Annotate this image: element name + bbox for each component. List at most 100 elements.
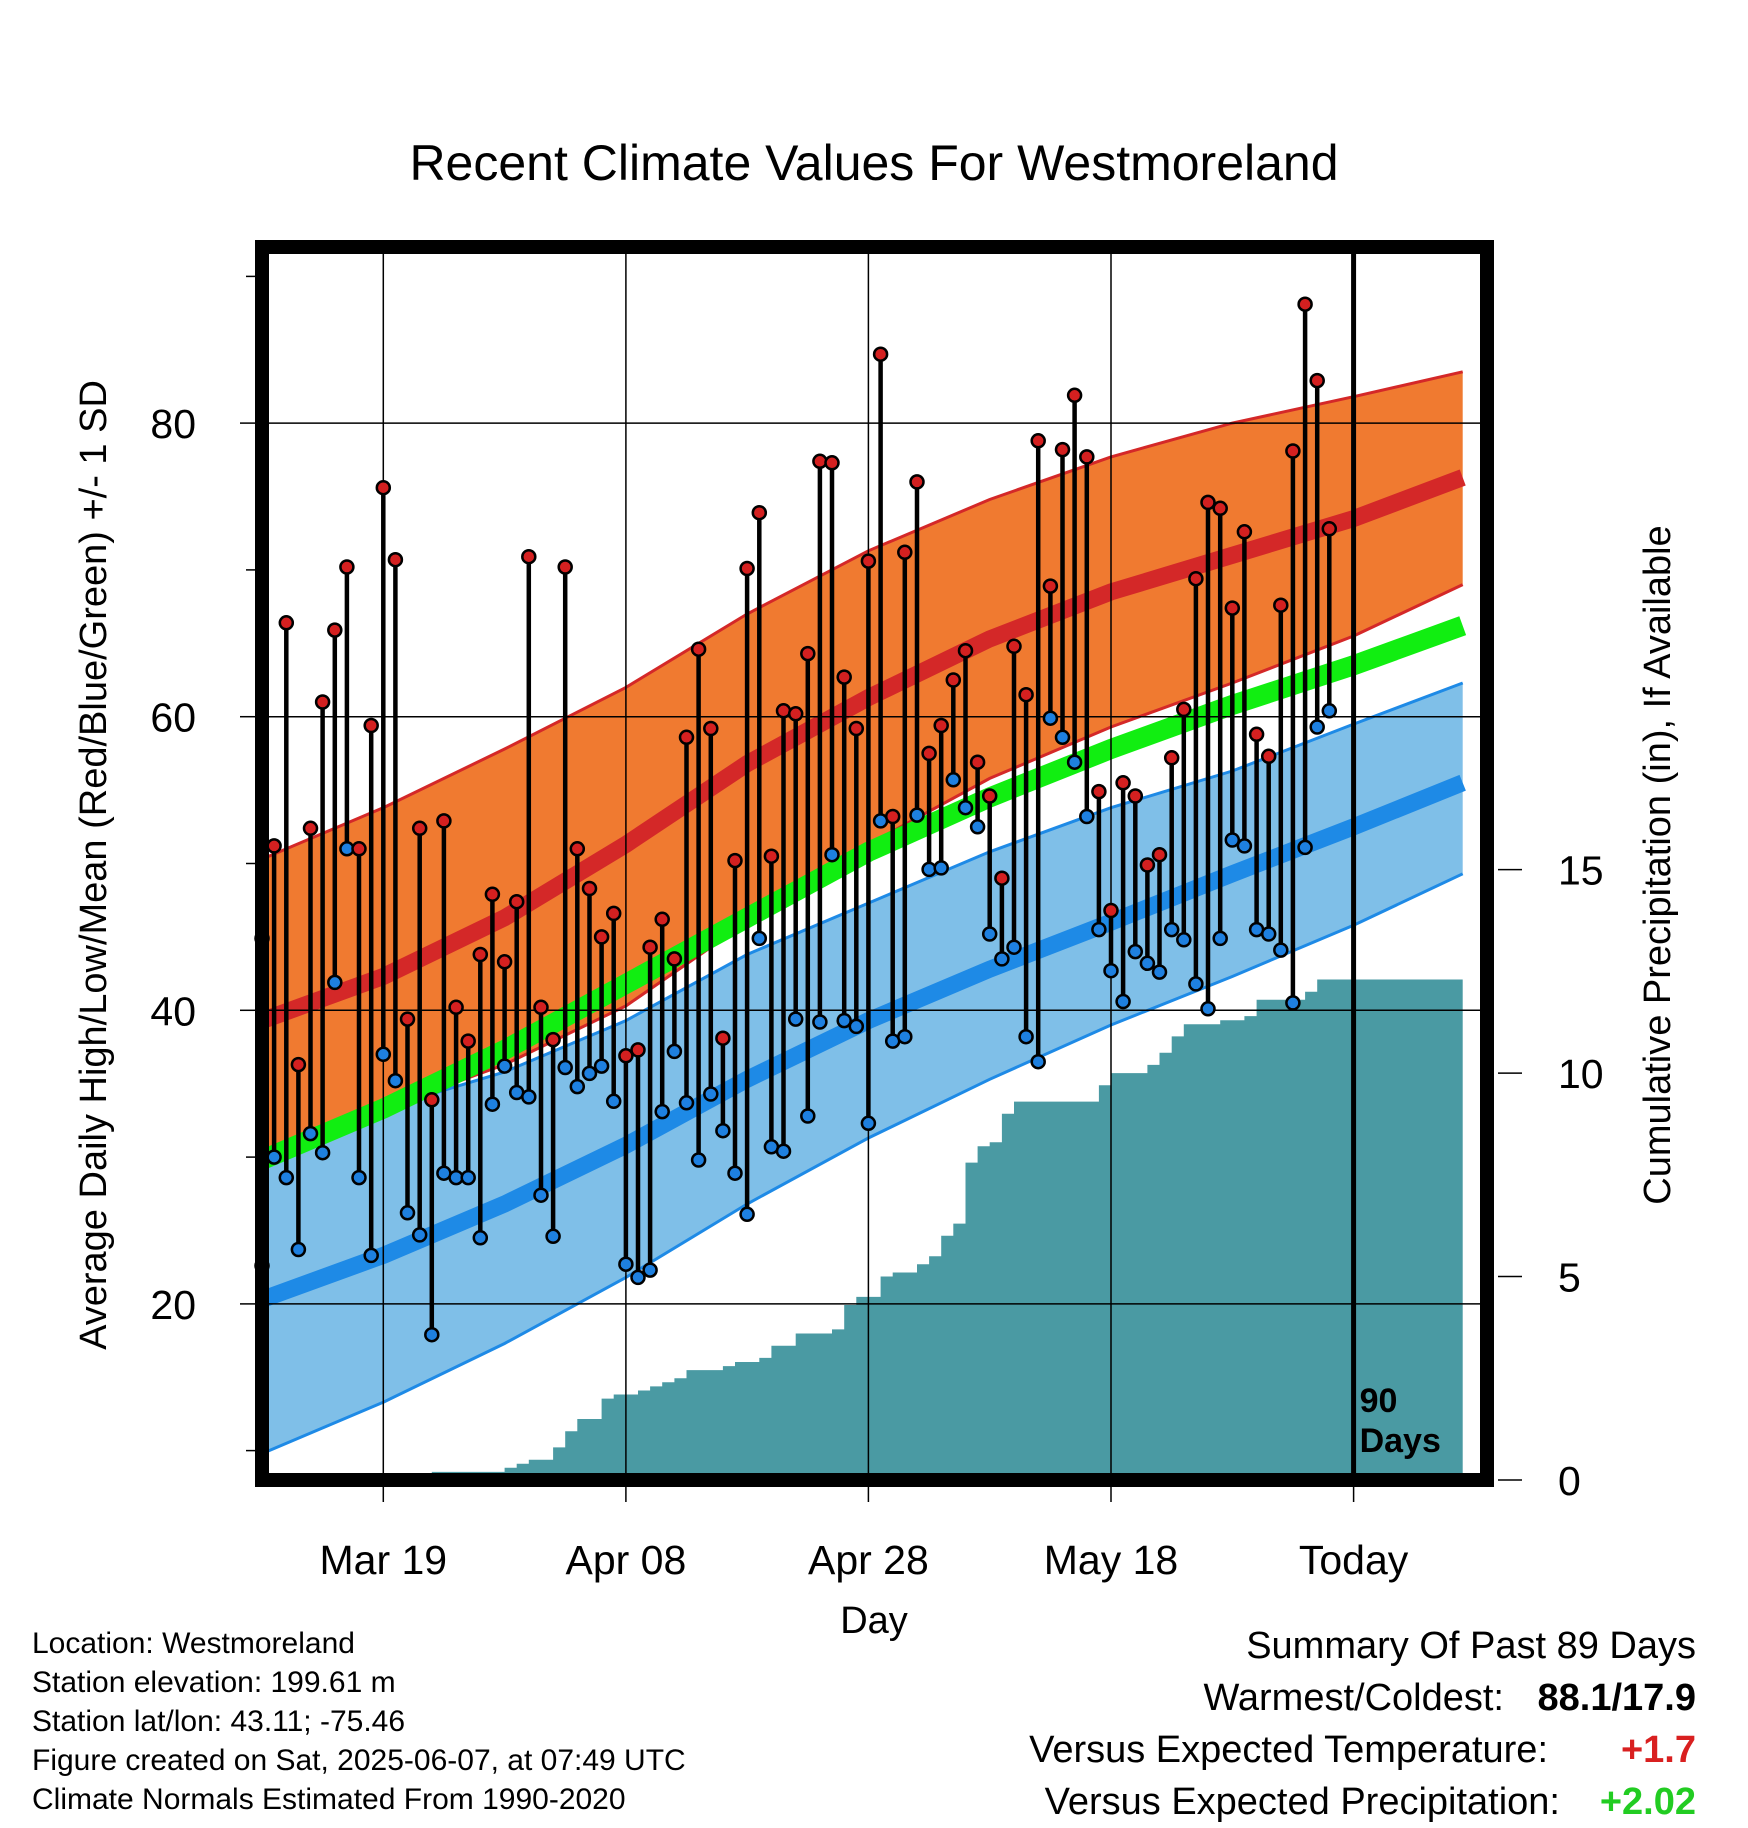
y-tick-label: 20: [150, 1282, 196, 1328]
daily-high-point: [1079, 449, 1095, 465]
daily-low-point: [278, 1169, 295, 1186]
daily-low-point: [1285, 995, 1301, 1011]
daily-low-point: [1030, 1053, 1046, 1070]
daily-low-point: [690, 1152, 707, 1168]
y2-tick-label: 0: [1558, 1458, 1581, 1504]
daily-low-point: [630, 1269, 646, 1286]
x-tick-label: Mar 19: [319, 1537, 447, 1583]
daily-low-point: [496, 1058, 513, 1074]
daily-high-point: [897, 544, 913, 561]
daily-high-point: [1188, 570, 1204, 587]
daily-high-point: [969, 754, 986, 770]
summary-warmest-row: Warmest/Coldest: 88.1/17.9: [1029, 1672, 1696, 1724]
daily-high-point: [775, 703, 792, 719]
daily-high-point: [945, 672, 962, 688]
warmest-label: Warmest/Coldest:: [1203, 1677, 1504, 1719]
daily-low-point: [545, 1228, 561, 1245]
daily-high-point: [327, 622, 343, 638]
daily-low-point: [484, 1096, 501, 1112]
daily-high-point: [957, 642, 974, 659]
y2-tick-label: 5: [1558, 1255, 1581, 1301]
daily-high-point: [739, 560, 755, 577]
daily-low-point: [472, 1230, 489, 1246]
elevation-text: Station elevation: 199.61 m: [32, 1666, 396, 1699]
daily-low-point: [557, 1059, 573, 1076]
daily-high-point: [314, 694, 331, 710]
daily-low-point: [424, 1326, 440, 1343]
daily-high-point: [266, 838, 282, 854]
station-info: Location: Westmoreland Station elevation…: [32, 1624, 686, 1819]
daily-low-point: [1127, 943, 1144, 960]
daily-low-point: [775, 1143, 792, 1159]
daily-high-point: [654, 911, 670, 928]
daily-low-point: [375, 1046, 392, 1063]
daily-low-point: [1006, 939, 1022, 955]
daily-high-point: [1200, 494, 1216, 511]
daily-low-point: [666, 1043, 683, 1060]
summary-temp-row: Versus Expected Temperature: +1.7: [1029, 1724, 1696, 1776]
daily-high-point: [1212, 500, 1228, 517]
daily-high-point: [436, 813, 452, 829]
daily-low-point: [1163, 921, 1180, 938]
daily-low-point: [1091, 921, 1107, 938]
plot-area: [262, 370, 1467, 1480]
precip-label: Versus Expected Precipitation:: [1044, 1781, 1560, 1823]
created-text: Figure created on Sat, 2025-06-07, at 07…: [32, 1744, 686, 1777]
temp-value: +1.7: [1620, 1729, 1696, 1771]
daily-low-point: [581, 1065, 598, 1082]
daily-high-point: [1163, 750, 1180, 766]
daily-low-point: [824, 846, 840, 863]
daily-high-point: [1054, 441, 1071, 458]
daily-low-point: [411, 1227, 428, 1243]
daily-high-point: [424, 1092, 440, 1108]
daily-low-point: [1151, 964, 1168, 980]
daily-high-point: [375, 479, 392, 496]
daily-high-point: [848, 720, 865, 737]
daily-high-point: [521, 548, 537, 565]
daily-high-point: [387, 551, 404, 568]
daily-high-point: [508, 893, 525, 910]
daily-high-point: [981, 788, 998, 804]
y-tick-label: 80: [150, 401, 196, 447]
daily-low-point: [642, 1262, 658, 1278]
daily-high-point: [1115, 775, 1131, 791]
daily-low-point: [1224, 832, 1241, 848]
daily-low-point: [1066, 754, 1083, 770]
daily-low-point: [1309, 719, 1325, 735]
daily-low-point: [957, 799, 974, 816]
daily-low-point: [1188, 976, 1204, 992]
daily-low-point: [994, 951, 1010, 967]
daily-high-point: [496, 954, 513, 970]
daily-high-point: [605, 905, 622, 922]
daily-low-point: [1042, 710, 1059, 726]
daily-high-point: [1248, 726, 1265, 743]
temp-label: Versus Expected Temperature:: [1029, 1729, 1548, 1771]
daily-high-point: [1018, 686, 1034, 703]
daily-low-point: [1321, 703, 1338, 719]
daily-high-point: [690, 641, 707, 657]
y-tick-label: 40: [150, 988, 196, 1034]
daily-high-point: [715, 1030, 731, 1046]
daily-low-point: [533, 1187, 549, 1203]
daily-high-point: [448, 999, 464, 1016]
daily-low-point: [812, 1014, 828, 1030]
daily-low-point: [1115, 993, 1131, 1010]
daily-high-point: [1236, 524, 1253, 540]
daily-low-point: [569, 1078, 586, 1095]
y-tick-label: 60: [150, 695, 196, 741]
daily-low-point: [314, 1144, 331, 1161]
daily-high-point: [1285, 443, 1301, 459]
daily-high-point: [1066, 387, 1083, 404]
daily-high-point: [666, 951, 683, 967]
daily-low-point: [363, 1247, 379, 1264]
daily-high-point: [994, 870, 1010, 886]
daily-high-point: [787, 706, 804, 722]
daily-high-point: [545, 1031, 561, 1048]
daily-high-point: [727, 852, 743, 869]
daily-low-point: [1079, 808, 1095, 825]
daily-low-point: [399, 1205, 416, 1221]
daily-high-point: [1127, 788, 1144, 804]
daily-high-point: [678, 729, 695, 746]
chart-title: Recent Climate Values For Westmoreland: [409, 135, 1338, 191]
daily-low-point: [1260, 926, 1277, 942]
